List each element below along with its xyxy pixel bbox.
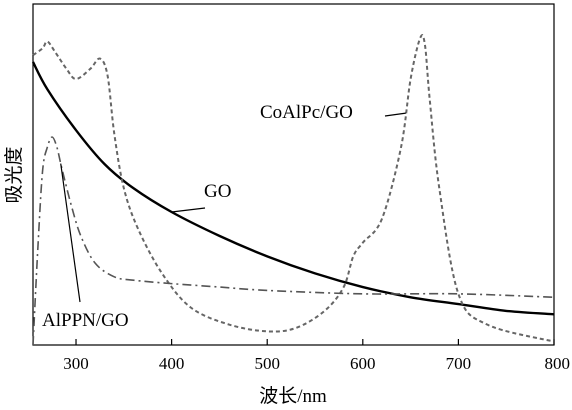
plot-frame — [32, 3, 555, 346]
series-line-coalpc-go — [32, 34, 555, 343]
x-tick-label: 300 — [63, 354, 89, 373]
x-tick-label: 800 — [545, 354, 571, 373]
x-axis-ticks: 300 400 500 600 700 800 — [63, 339, 570, 373]
x-tick-label: 700 — [446, 354, 472, 373]
leader-line-coalpc-go — [384, 112, 406, 117]
x-axis-title: 波长/nm — [259, 385, 327, 407]
series-line-go — [31, 61, 555, 316]
x-tick-label: 600 — [350, 354, 376, 373]
y-axis-title: 吸光度 — [3, 146, 25, 203]
annotation-coalpc-go-label: CoAlPc/GO — [260, 102, 353, 123]
leader-line-go — [171, 207, 206, 213]
leader-line-alppn-go — [60, 163, 81, 303]
annotation-leaders — [60, 112, 406, 303]
series-layer — [31, 34, 555, 346]
series-line-alppn-go — [32, 136, 555, 346]
annotation-alppn-go-label: AlPPN/GO — [42, 310, 129, 331]
annotation-go-label: GO — [204, 181, 231, 202]
x-tick-label: 500 — [254, 354, 280, 373]
x-tick-label: 400 — [159, 354, 185, 373]
